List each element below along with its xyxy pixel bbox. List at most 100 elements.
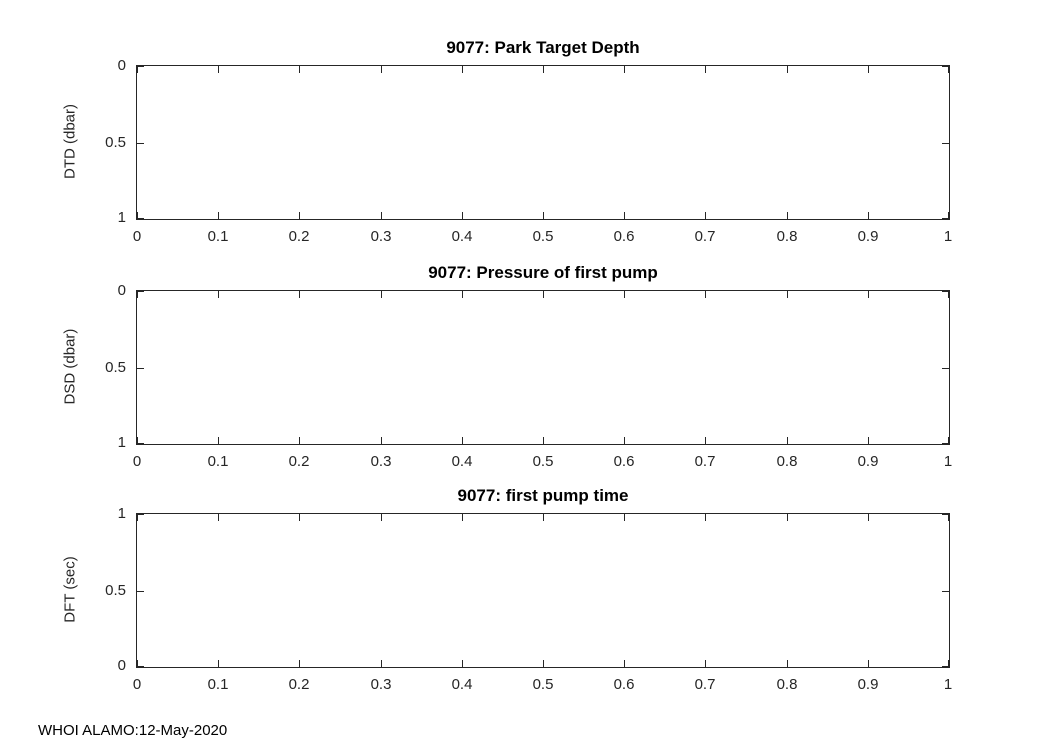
plot-area [136, 65, 950, 220]
y-tick-label: 0 [117, 282, 126, 299]
x-tick-mirror [299, 291, 300, 298]
x-tick [543, 437, 544, 444]
x-tick-mirror [137, 66, 138, 73]
y-tick-mirror [942, 291, 949, 292]
y-axis-label: DTD (dbar) [61, 103, 79, 179]
y-tick-label: 0.5 [105, 359, 126, 376]
x-tick [787, 212, 788, 219]
x-tick [381, 660, 382, 667]
y-tick [137, 218, 144, 219]
y-tick-mirror [942, 368, 949, 369]
y-tick [137, 143, 144, 144]
x-tick [948, 660, 949, 667]
y-tick-mirror [942, 66, 949, 67]
y-axis-label: DFT (sec) [61, 555, 79, 623]
x-tick [137, 437, 138, 444]
y-tick-mirror [942, 443, 949, 444]
x-tick-label: 0.3 [370, 676, 392, 693]
x-tick-mirror [624, 291, 625, 298]
x-tick [787, 437, 788, 444]
y-tick-label: 1 [117, 434, 126, 451]
y-tick [137, 368, 144, 369]
y-tick-label: 1 [117, 209, 126, 226]
chart-title: 9077: Park Target Depth [446, 38, 640, 57]
y-tick-label: 1 [117, 505, 126, 522]
x-tick [381, 212, 382, 219]
x-tick-mirror [787, 66, 788, 73]
x-tick [705, 437, 706, 444]
x-tick-mirror [705, 291, 706, 298]
x-tick-label: 0.4 [451, 453, 473, 470]
chart-title: 9077: Pressure of first pump [428, 263, 658, 282]
x-tick-label: 0.8 [776, 228, 798, 245]
x-tick-mirror [137, 291, 138, 298]
x-tick-label: 0.6 [613, 228, 635, 245]
x-tick [624, 660, 625, 667]
x-tick [624, 212, 625, 219]
x-tick [462, 660, 463, 667]
x-tick-label: 0.9 [857, 228, 879, 245]
x-tick-mirror [868, 66, 869, 73]
plot-area [136, 513, 950, 668]
x-tick-label: 0.2 [288, 228, 310, 245]
x-tick-label: 0.9 [857, 676, 879, 693]
x-tick [948, 437, 949, 444]
x-tick [462, 212, 463, 219]
x-tick-mirror [868, 514, 869, 521]
x-tick [787, 660, 788, 667]
figure-footer-text: WHOI ALAMO:12-May-2020 [38, 722, 228, 739]
y-tick [137, 666, 144, 667]
x-tick [381, 437, 382, 444]
x-tick [299, 212, 300, 219]
x-tick [948, 212, 949, 219]
x-tick [624, 437, 625, 444]
y-tick-label: 0 [117, 657, 126, 674]
x-tick [868, 212, 869, 219]
x-tick-label: 0.4 [451, 676, 473, 693]
x-tick [137, 660, 138, 667]
plot-area [136, 290, 950, 445]
x-tick-mirror [705, 66, 706, 73]
x-tick-mirror [705, 514, 706, 521]
x-tick-label: 1 [943, 676, 953, 693]
y-tick [137, 66, 144, 67]
x-tick-label: 0.7 [694, 453, 716, 470]
y-tick-mirror [942, 666, 949, 667]
x-tick [218, 212, 219, 219]
y-tick-label: 0.5 [105, 134, 126, 151]
x-tick-mirror [218, 291, 219, 298]
y-tick-mirror [942, 218, 949, 219]
y-tick-label: 0 [117, 57, 126, 74]
y-tick [137, 514, 144, 515]
x-tick-label: 0 [132, 228, 142, 245]
x-tick [218, 437, 219, 444]
x-tick-label: 0.8 [776, 676, 798, 693]
x-tick-mirror [462, 291, 463, 298]
x-tick-mirror [624, 514, 625, 521]
x-tick-mirror [299, 514, 300, 521]
y-tick [137, 291, 144, 292]
y-tick-mirror [942, 591, 949, 592]
x-tick-label: 0 [132, 453, 142, 470]
x-tick-label: 0.1 [207, 453, 229, 470]
x-tick [218, 660, 219, 667]
x-tick-mirror [218, 514, 219, 521]
x-tick-label: 0.8 [776, 453, 798, 470]
x-tick [462, 437, 463, 444]
x-tick [868, 660, 869, 667]
x-tick [299, 437, 300, 444]
x-tick-label: 0.3 [370, 228, 392, 245]
x-tick-label: 0.2 [288, 676, 310, 693]
x-tick-label: 0.2 [288, 453, 310, 470]
x-tick-label: 0.5 [532, 676, 554, 693]
x-tick-label: 0.7 [694, 676, 716, 693]
x-tick-label: 0.5 [532, 453, 554, 470]
x-tick-mirror [462, 514, 463, 521]
x-tick-mirror [137, 514, 138, 521]
y-tick [137, 443, 144, 444]
x-tick-mirror [462, 66, 463, 73]
x-tick-mirror [543, 291, 544, 298]
x-tick [705, 212, 706, 219]
x-tick-label: 0.5 [532, 228, 554, 245]
x-tick-mirror [624, 66, 625, 73]
